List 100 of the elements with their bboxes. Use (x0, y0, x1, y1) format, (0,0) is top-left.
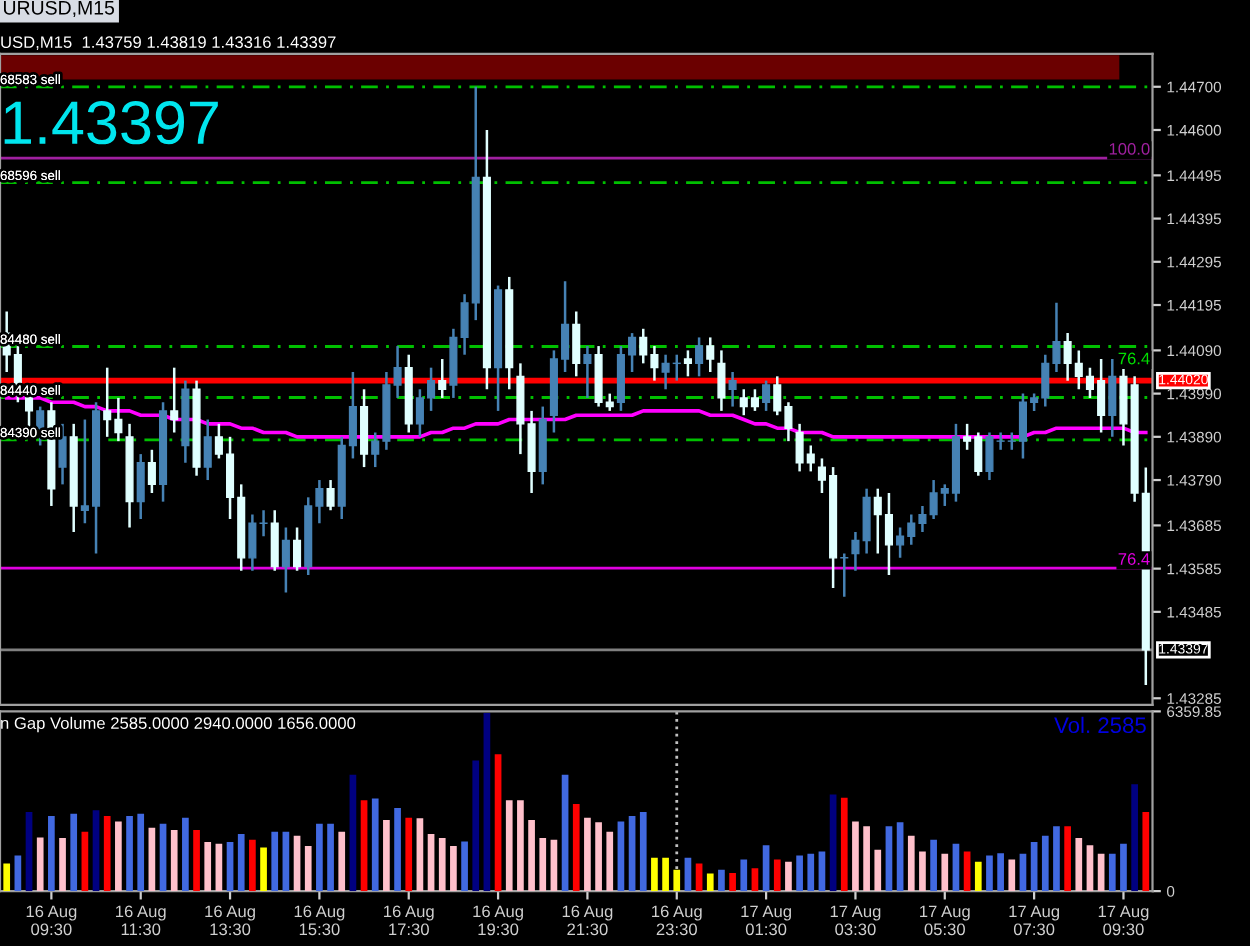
bar (170, 830, 178, 892)
bar (137, 813, 145, 892)
candlestick (438, 357, 447, 400)
x-tick-label: 17 Aug 03:30 (830, 905, 881, 936)
bar (863, 826, 870, 892)
bar (706, 873, 714, 892)
annotation: 100.0 (1109, 142, 1150, 155)
bar (36, 837, 44, 892)
bar (539, 838, 547, 892)
candlestick (572, 310, 581, 378)
bar (673, 869, 681, 892)
x-tick-label: 16 Aug 15:30 (294, 905, 345, 936)
bar (874, 849, 882, 892)
bar (483, 713, 491, 892)
bar (316, 823, 323, 892)
bar (829, 794, 837, 892)
bar (505, 800, 513, 892)
bar (1086, 845, 1094, 892)
candlestick (449, 327, 458, 400)
x-tick-label: 17 Aug 09:30 (1098, 905, 1149, 936)
candlestick (985, 431, 994, 482)
bar (1120, 843, 1127, 892)
candlestick (270, 509, 279, 573)
annotation: Vol. 2585 (1054, 716, 1146, 734)
x-tick-label: 16 Aug 23:30 (652, 905, 702, 936)
candlestick (58, 422, 67, 486)
bar (70, 813, 78, 892)
bar (494, 754, 502, 892)
bar (930, 839, 937, 892)
bar (438, 838, 446, 892)
bar (1075, 838, 1083, 892)
x-tick-label: 16 Aug 19:30 (473, 905, 523, 936)
bar (126, 815, 133, 892)
bar (796, 855, 803, 892)
candlestick (393, 344, 402, 400)
candlestick (147, 448, 156, 495)
candlestick (728, 370, 737, 408)
bar (907, 835, 915, 892)
x-tick-label: 16 Aug 11:30 (116, 905, 166, 936)
bar (271, 831, 279, 892)
bar (762, 845, 770, 892)
annotation: 76.4 (1118, 553, 1150, 565)
bar (785, 861, 792, 892)
bar (405, 817, 413, 892)
bar (729, 873, 736, 892)
bar (986, 855, 993, 892)
bar (327, 823, 334, 892)
candlestick (170, 366, 179, 434)
bar (651, 857, 658, 892)
bar (1108, 853, 1116, 892)
candlestick (695, 336, 704, 378)
bar (48, 815, 55, 892)
bar (639, 812, 647, 892)
bar (896, 822, 904, 892)
bar (383, 819, 390, 892)
x-tick-label: 16 Aug 17:30 (384, 905, 434, 936)
bar (260, 847, 267, 892)
bar (249, 839, 256, 892)
bar (103, 815, 111, 892)
candlestick (862, 487, 871, 555)
bar (338, 831, 346, 892)
candlestick (840, 552, 849, 598)
candlestick (516, 362, 525, 456)
candlestick (1108, 357, 1117, 439)
chart-subtitle: USD,M15 1.43759 1.43819 1.43316 1.43397 (1, 36, 336, 50)
bar (572, 804, 580, 892)
bar (718, 869, 725, 892)
x-tick-label: 16 Aug 21:30 (562, 905, 613, 936)
bar (394, 808, 401, 892)
bar (1142, 812, 1150, 892)
candlestick (527, 409, 536, 495)
bar (182, 817, 189, 892)
candlestick (360, 388, 369, 469)
bar (360, 800, 368, 892)
candlestick (583, 344, 592, 400)
bar (193, 830, 200, 892)
bar (773, 859, 781, 892)
candlestick (248, 513, 257, 573)
bar (237, 834, 245, 892)
bar (1041, 835, 1049, 892)
bar (416, 818, 424, 892)
bar (919, 851, 926, 892)
bar (59, 838, 66, 892)
bar (740, 859, 748, 892)
annotation: 1.43397 (4, 101, 218, 145)
bar (662, 857, 669, 892)
x-tick-label: 17 Aug 07:30 (1009, 905, 1059, 936)
candlestick (762, 379, 771, 413)
bar (92, 810, 100, 892)
bar (807, 853, 815, 892)
bar (941, 853, 949, 892)
bar (695, 863, 703, 892)
candlestick (851, 530, 860, 573)
candlestick (326, 478, 335, 512)
bar (840, 797, 848, 892)
bar (751, 868, 759, 892)
bar (450, 845, 457, 892)
candlestick (706, 336, 715, 374)
bar (1064, 826, 1071, 892)
bar (595, 822, 602, 892)
